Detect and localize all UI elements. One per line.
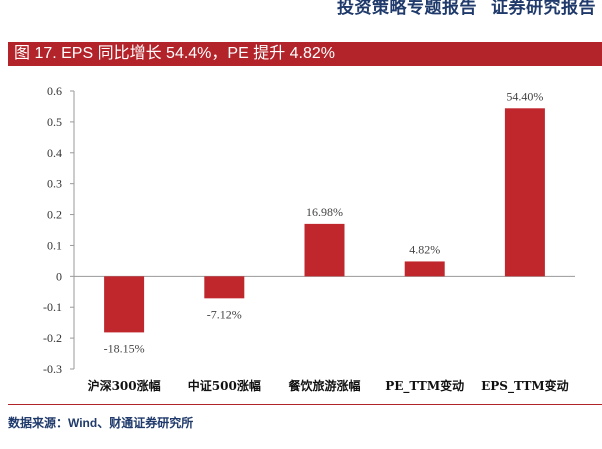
firm-name: 证券研究报告 <box>491 0 596 17</box>
report-header: 投资策略专题报告 证券研究报告 <box>337 0 596 18</box>
figure-title: 图 17. EPS 同比增长 54.4%，PE 提升 4.82% <box>8 42 602 66</box>
y-tick-label: 0.4 <box>47 146 62 160</box>
data-label: -18.15% <box>104 341 145 355</box>
bar <box>204 276 245 299</box>
y-tick-label: 0 <box>56 269 62 283</box>
data-label: 4.82% <box>409 242 440 256</box>
footer-divider <box>8 404 602 405</box>
category-label: PE_TTM变动 <box>385 378 464 394</box>
source-note: 数据来源：Wind、财通证券研究所 <box>8 416 194 430</box>
bar-chart: 0.6 0.5 0.4 0.3 0.2 0.1 0 -0.1 -0.2 -0.3 -18.15% 沪深… <box>0 66 602 406</box>
category-label: 中证500涨幅 <box>188 378 261 393</box>
category-label: 沪深300涨幅 <box>88 378 161 393</box>
y-tick-label: -0.3 <box>43 362 62 376</box>
chart-svg: 0.6 0.5 0.4 0.3 0.2 0.1 0 -0.1 -0.2 -0.3 -18.15% 沪深… <box>43 84 575 394</box>
y-tick-label: -0.2 <box>43 331 62 345</box>
data-label: 16.98% <box>306 205 343 219</box>
bar <box>404 261 445 277</box>
y-tick-label: 0.1 <box>47 238 62 252</box>
data-label: -7.12% <box>207 307 242 321</box>
y-tick-label: -0.1 <box>43 300 62 314</box>
y-tick-label: 0.5 <box>47 115 62 129</box>
category-label: 餐饮旅游涨幅 <box>288 378 360 393</box>
y-tick-label: 0.6 <box>47 84 62 98</box>
report-type: 投资策略专题报告 <box>337 0 477 17</box>
bar <box>504 108 545 277</box>
bar <box>104 276 145 333</box>
bar <box>304 223 345 277</box>
category-label: EPS_TTM变动 <box>481 378 569 394</box>
data-label: 54.40% <box>506 89 543 103</box>
y-tick-label: 0.2 <box>47 208 62 222</box>
y-tick-label: 0.3 <box>47 177 62 191</box>
